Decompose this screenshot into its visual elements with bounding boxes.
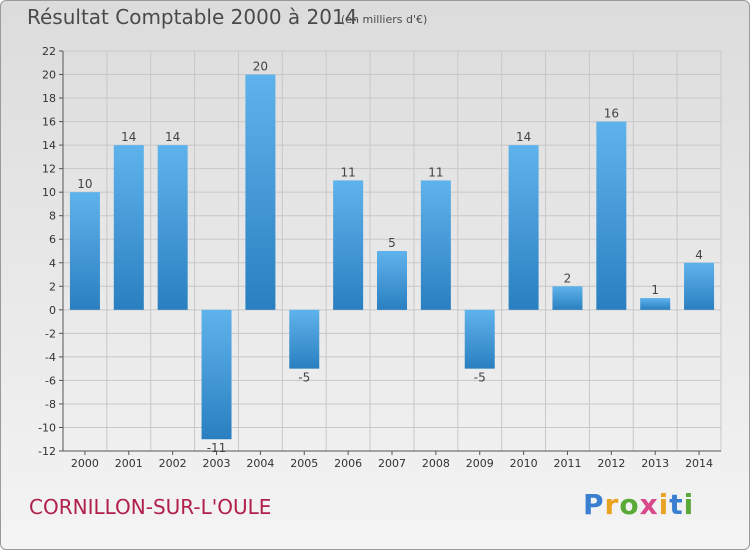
data-label: 14 [516,130,531,144]
y-tick-label: -2 [45,327,56,340]
bar [201,309,232,440]
bar [69,192,100,310]
bar [464,309,495,369]
y-tick-label: -12 [38,445,56,458]
logo-letter: P [583,488,605,521]
bar [684,262,715,310]
data-label: 11 [428,165,443,179]
x-tick-label: 2000 [71,457,99,470]
logo-letter: r [604,488,620,521]
y-tick-label: -8 [45,398,56,411]
bar [377,251,407,310]
data-label: 4 [695,248,703,262]
bar [245,74,276,310]
logo-letter: i [658,488,670,521]
data-label: 5 [388,236,396,250]
data-label: 1 [651,283,659,297]
x-tick-label: 2006 [334,457,362,470]
data-label: -5 [298,371,310,385]
logo-letter: t [669,488,684,521]
data-label: -11 [207,441,227,455]
x-tick-label: 2011 [553,457,581,470]
bar [157,145,188,310]
x-tick-label: 2003 [203,457,231,470]
y-tick-label: -4 [45,351,56,364]
logo-letter: i [683,488,695,521]
x-tick-label: 2010 [510,457,538,470]
y-tick-label: -10 [38,421,56,434]
data-label: 10 [77,177,92,191]
data-label: 14 [165,130,180,144]
data-label: 14 [121,130,136,144]
chart-title: Résultat Comptable 2000 à 2014 [27,5,358,29]
y-tick-label: 6 [49,233,56,246]
x-tick-label: 2008 [422,457,450,470]
x-tick-label: 2009 [466,457,494,470]
x-tick-label: 2013 [641,457,669,470]
x-tick-label: 2012 [597,457,625,470]
data-label: 20 [253,60,268,74]
y-tick-label: 8 [49,210,56,223]
y-tick-label: 22 [42,45,56,58]
y-tick-label: -6 [45,374,56,387]
bar [596,121,627,310]
chart-subtitle: (en milliers d'€) [341,13,428,26]
data-label: 2 [564,271,572,285]
y-tick-label: 2 [49,280,56,293]
data-label: -5 [474,371,486,385]
bar [333,180,364,310]
bar [113,145,144,310]
data-label: 11 [340,165,355,179]
bar [289,309,320,369]
y-tick-label: 16 [42,116,56,129]
logo-letter: o [619,488,640,521]
x-tick-label: 2004 [246,457,274,470]
x-tick-label: 2014 [685,457,713,470]
bar [508,145,539,310]
y-tick-label: 18 [42,92,56,105]
proxiti-logo: Proxiti [583,488,694,521]
x-tick-label: 2002 [159,457,187,470]
data-label: 16 [604,107,619,121]
y-tick-label: 4 [49,257,56,270]
y-tick-label: 10 [42,186,56,199]
bars [69,74,715,440]
y-tick-label: 14 [42,139,56,152]
y-tick-label: 0 [49,304,56,317]
x-tick-label: 2007 [378,457,406,470]
y-tick-label: 20 [42,69,56,82]
bar [420,180,451,310]
bar [640,298,671,310]
logo-letter: x [639,488,659,521]
x-tick-label: 2001 [115,457,143,470]
bar [552,286,583,310]
commune-name: CORNILLON-SUR-L'OULE [29,495,272,519]
y-tick-label: 12 [42,163,56,176]
x-tick-label: 2005 [290,457,318,470]
